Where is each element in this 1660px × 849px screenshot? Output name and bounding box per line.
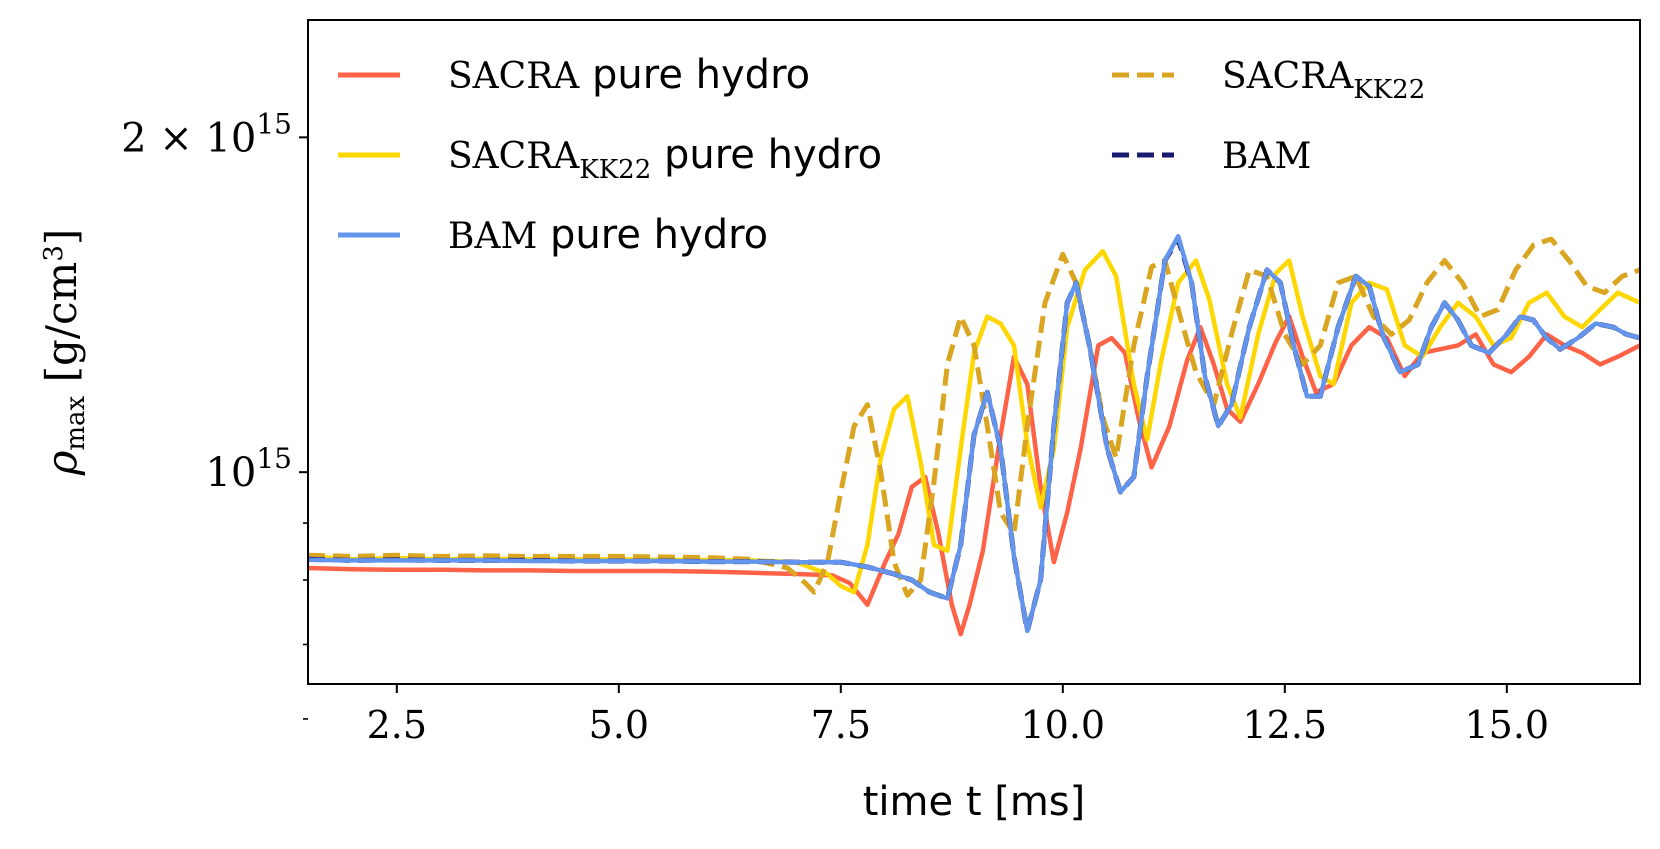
plot-frame: [307, 19, 1641, 685]
x-tick-label: 10.0: [1020, 703, 1105, 747]
x-tick-label: 15.0: [1464, 703, 1549, 747]
legend-label: SACRAKK22: [1222, 56, 1425, 105]
x-axis: 2.5 5.0 7.5 10.0 12.5 15.0: [367, 684, 1549, 747]
y-tick-label: 2 × 1015: [121, 107, 292, 161]
legend-label: BAM: [1222, 136, 1311, 177]
x-tick-label: 5.0: [589, 703, 649, 747]
series-line-2: [308, 236, 1640, 598]
series-line-4: [308, 233, 1640, 634]
plot-lines: [308, 233, 1640, 637]
x-axis-label: time t [ms]: [863, 779, 1086, 825]
x-tick-label: 12.5: [1242, 703, 1327, 747]
series-line-1: [308, 248, 1640, 595]
legend-label: BAM pure hydro: [448, 212, 768, 258]
series-line-0: [308, 314, 1640, 637]
y-tick-label: 1015: [205, 442, 292, 496]
x-tick-label: 7.5: [811, 703, 871, 747]
legend-label: SACRAKK22 pure hydro: [448, 132, 882, 185]
x-tick-label: 2.5: [367, 703, 427, 747]
y-axis: 1015 2 × 1015: [121, 107, 308, 720]
legend-label: SACRA pure hydro: [448, 52, 810, 98]
legend: SACRA pure hydro SACRAKK22 pure hydro BAM …: [338, 52, 1425, 258]
y-axis-label: ρmax [g/cm3]: [37, 229, 91, 477]
